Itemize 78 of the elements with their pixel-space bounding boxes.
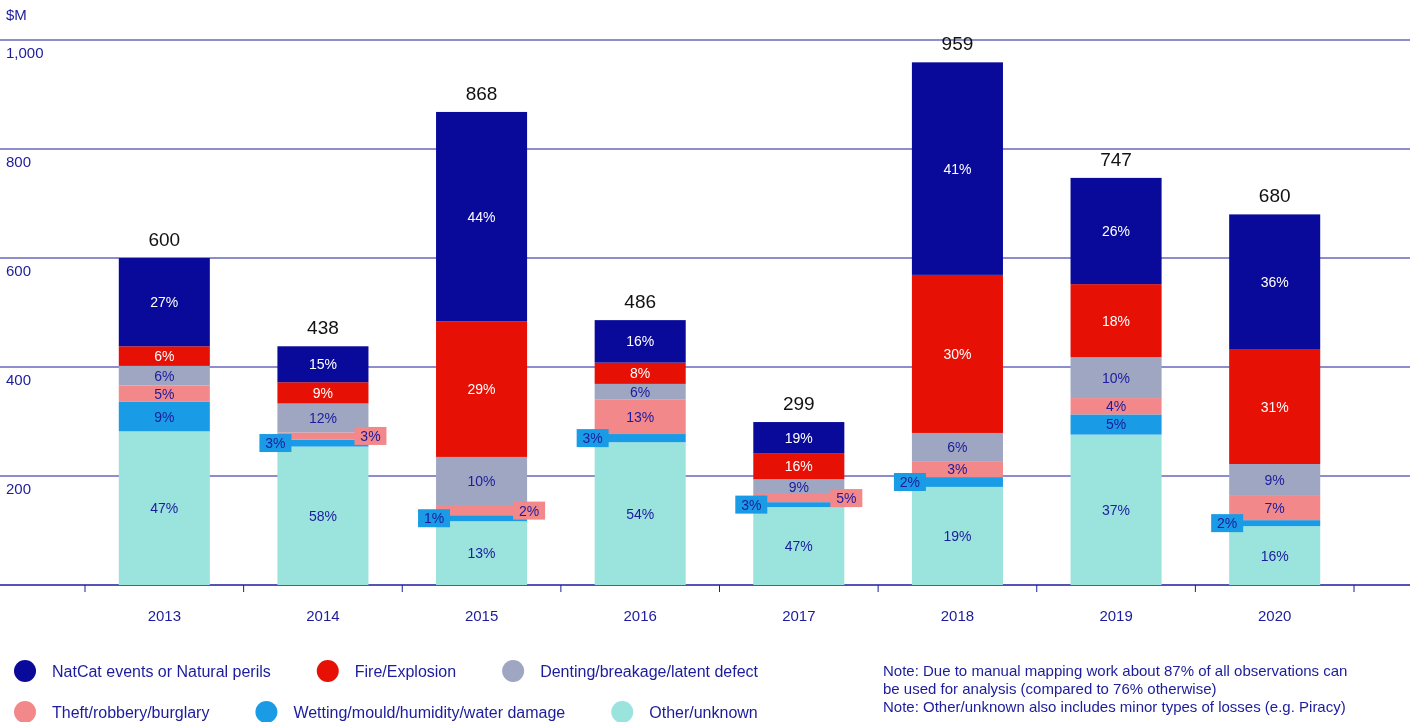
annotation: 9% [1264,471,1285,488]
annotation: 3% [947,461,968,478]
legend-label: Fire/Explosion [354,663,457,680]
legend-label: Wetting/mould/humidity/water damage [293,704,566,721]
x-tick-label: 2017 [782,607,816,624]
annotation: 9% [788,478,809,495]
annotation: 10% [1102,369,1131,386]
annotation: 36% [1260,273,1289,290]
x-tick-label: 2016 [623,607,657,624]
total-label: 959 [941,33,974,55]
legend-label: Theft/robbery/burglary [52,704,210,721]
annotation: 9% [312,384,334,401]
annotation: 5% [154,385,175,402]
annotation: 16% [1260,547,1289,564]
annotation: 2% [518,502,540,519]
legend-label: NatCat events or Natural perils [52,663,271,680]
y-tick-label: 1,000 [6,44,44,61]
annotation: 10% [467,473,496,490]
annotation: 31% [1260,398,1289,415]
x-tick-label: 2018 [940,607,975,624]
annotation: 27% [150,294,179,311]
annotation: 47% [784,538,813,555]
total-label: 680 [1258,185,1291,207]
total-label: 600 [148,229,181,250]
annotation: 15% [308,356,337,373]
annotation: 12% [308,409,337,426]
annotation: 3% [265,435,286,452]
annotation: 6% [154,367,175,384]
y-tick-label: 600 [6,262,32,279]
annotation: 1% [423,510,445,527]
annotation: 13% [626,408,655,425]
annotation: 3% [582,430,603,447]
total-label: 747 [1100,148,1132,170]
annotation: 19% [784,429,813,446]
annotation: 6% [947,439,968,456]
x-tick-label: 2013 [147,607,181,624]
annotation: 2% [899,473,921,490]
total-label: 438 [307,317,339,339]
x-tick-label: 2020 [1258,607,1292,624]
annotation: 4% [1105,398,1127,415]
annotation: 41% [943,160,972,177]
x-tick-label: 2015 [464,607,499,624]
annotation: 3% [741,496,762,513]
legend-label: Denting/breakage/latent defect [540,663,759,680]
annotation: 58% [308,507,337,524]
annotation: 37% [1102,501,1131,518]
annotation: 47% [150,500,179,517]
total-label: 868 [465,82,498,104]
annotation: 8% [630,365,651,382]
annotation: 26% [1102,223,1131,240]
annotation: 7% [1264,499,1285,516]
annotation: 30% [943,345,972,362]
annotation: 9% [154,408,175,425]
total-label: 299 [782,393,815,415]
annotation: 2% [1217,515,1238,532]
annotation: 3% [360,427,381,444]
y-axis-title: $M [6,6,27,23]
annotation: 5% [836,490,857,507]
annotation: 18% [1102,312,1131,329]
annotation: 19% [943,527,972,544]
annotation: 16% [626,333,655,350]
annotation: 6% [154,348,175,365]
y-tick-label: 400 [6,371,32,388]
text: Note: Due to manual mapping work about 87% of all observations can be used for analysis (compared to 76% otherwise) [883,662,1348,697]
annotation: 44% [467,208,496,225]
annotation: 54% [626,505,655,522]
x-tick-label: 2014 [306,607,340,624]
annotation: 16% [784,458,813,475]
y-tick-label: 800 [6,153,32,170]
x-tick-label: 2019 [1099,607,1133,624]
legend-label: Other/unknown [649,704,758,721]
annotation: 6% [630,383,651,400]
annotation: 5% [1105,416,1127,433]
text: Note: Other/unknown also includes minor types of losses (e.g. Piracy) [883,698,1346,715]
annotation: 29% [467,381,496,398]
y-tick-label: 200 [6,480,32,497]
total-label: 486 [624,291,657,313]
annotation: 13% [467,545,496,562]
